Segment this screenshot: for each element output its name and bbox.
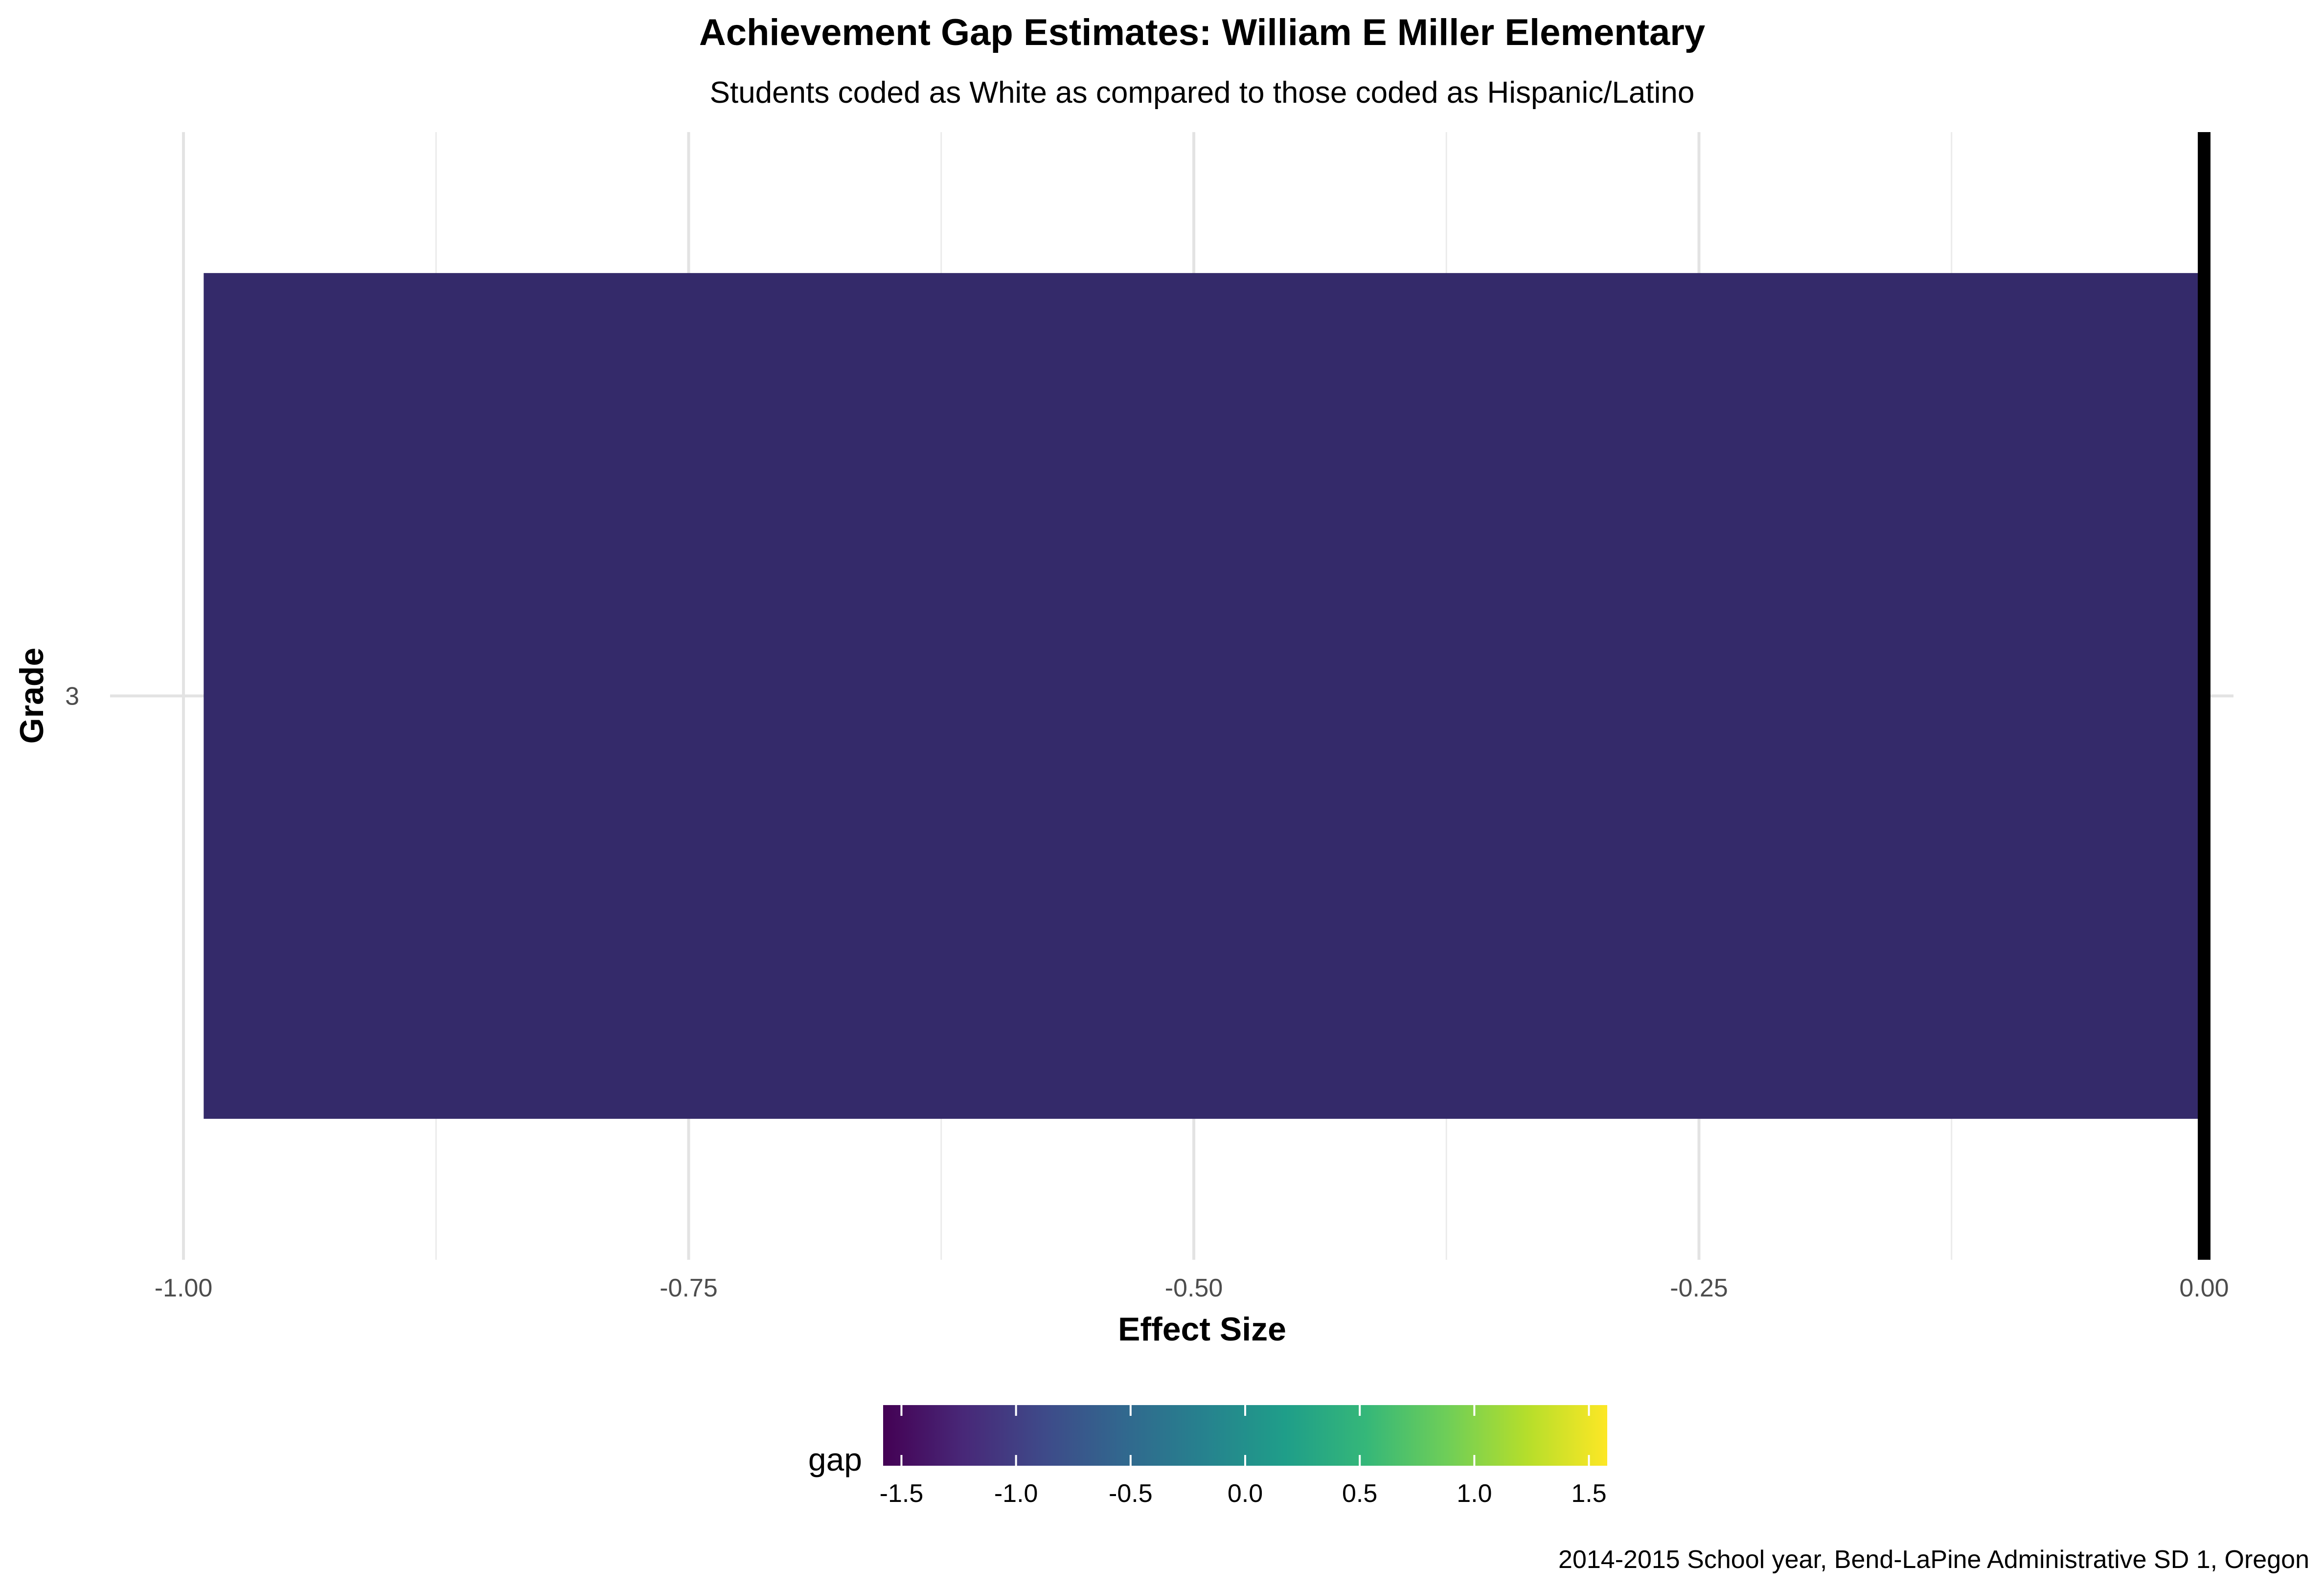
- x-tick-label: -1.00: [155, 1274, 213, 1302]
- chart-subtitle: Students coded as White as compared to t…: [710, 76, 1695, 110]
- colorbar-legend: gap -1.5 -1.0 -0.5 0.0 0.5 1.0 1.5: [808, 1405, 1607, 1508]
- colorbar-tick-label: 1.5: [1571, 1479, 1606, 1508]
- colorbar-ticks: -1.5 -1.0 -0.5 0.0 0.5 1.0 1.5: [880, 1405, 1607, 1508]
- chart-caption: 2014-2015 School year, Bend-LaPine Admin…: [1558, 1545, 2309, 1574]
- x-tick-label: -0.25: [1670, 1274, 1728, 1302]
- colorbar-tick-label: 0.0: [1228, 1479, 1263, 1508]
- y-axis-ticks: 3: [65, 682, 79, 711]
- colorbar-tick-label: -0.5: [1109, 1479, 1153, 1508]
- x-axis-label: Effect Size: [1118, 1311, 1286, 1348]
- bars: [204, 273, 2204, 1119]
- colorbar-tick-label: -1.0: [994, 1479, 1038, 1508]
- bar-grade-3: [204, 273, 2204, 1119]
- x-tick-label: -0.75: [660, 1274, 718, 1302]
- x-tick-label: -0.50: [1165, 1274, 1223, 1302]
- chart-title: Achievement Gap Estimates: William E Mil…: [699, 12, 1705, 53]
- colorbar-tick-label: -1.5: [880, 1479, 924, 1508]
- legend-title: gap: [808, 1441, 862, 1477]
- colorbar-tick-label: 1.0: [1457, 1479, 1492, 1508]
- y-tick-label: 3: [65, 682, 79, 711]
- y-axis-label: Grade: [13, 648, 50, 744]
- colorbar-tick-label: 0.5: [1342, 1479, 1377, 1508]
- x-tick-label: 0.00: [2179, 1274, 2229, 1302]
- x-axis-ticks: -1.00 -0.75 -0.50 -0.25 0.00: [155, 1274, 2229, 1302]
